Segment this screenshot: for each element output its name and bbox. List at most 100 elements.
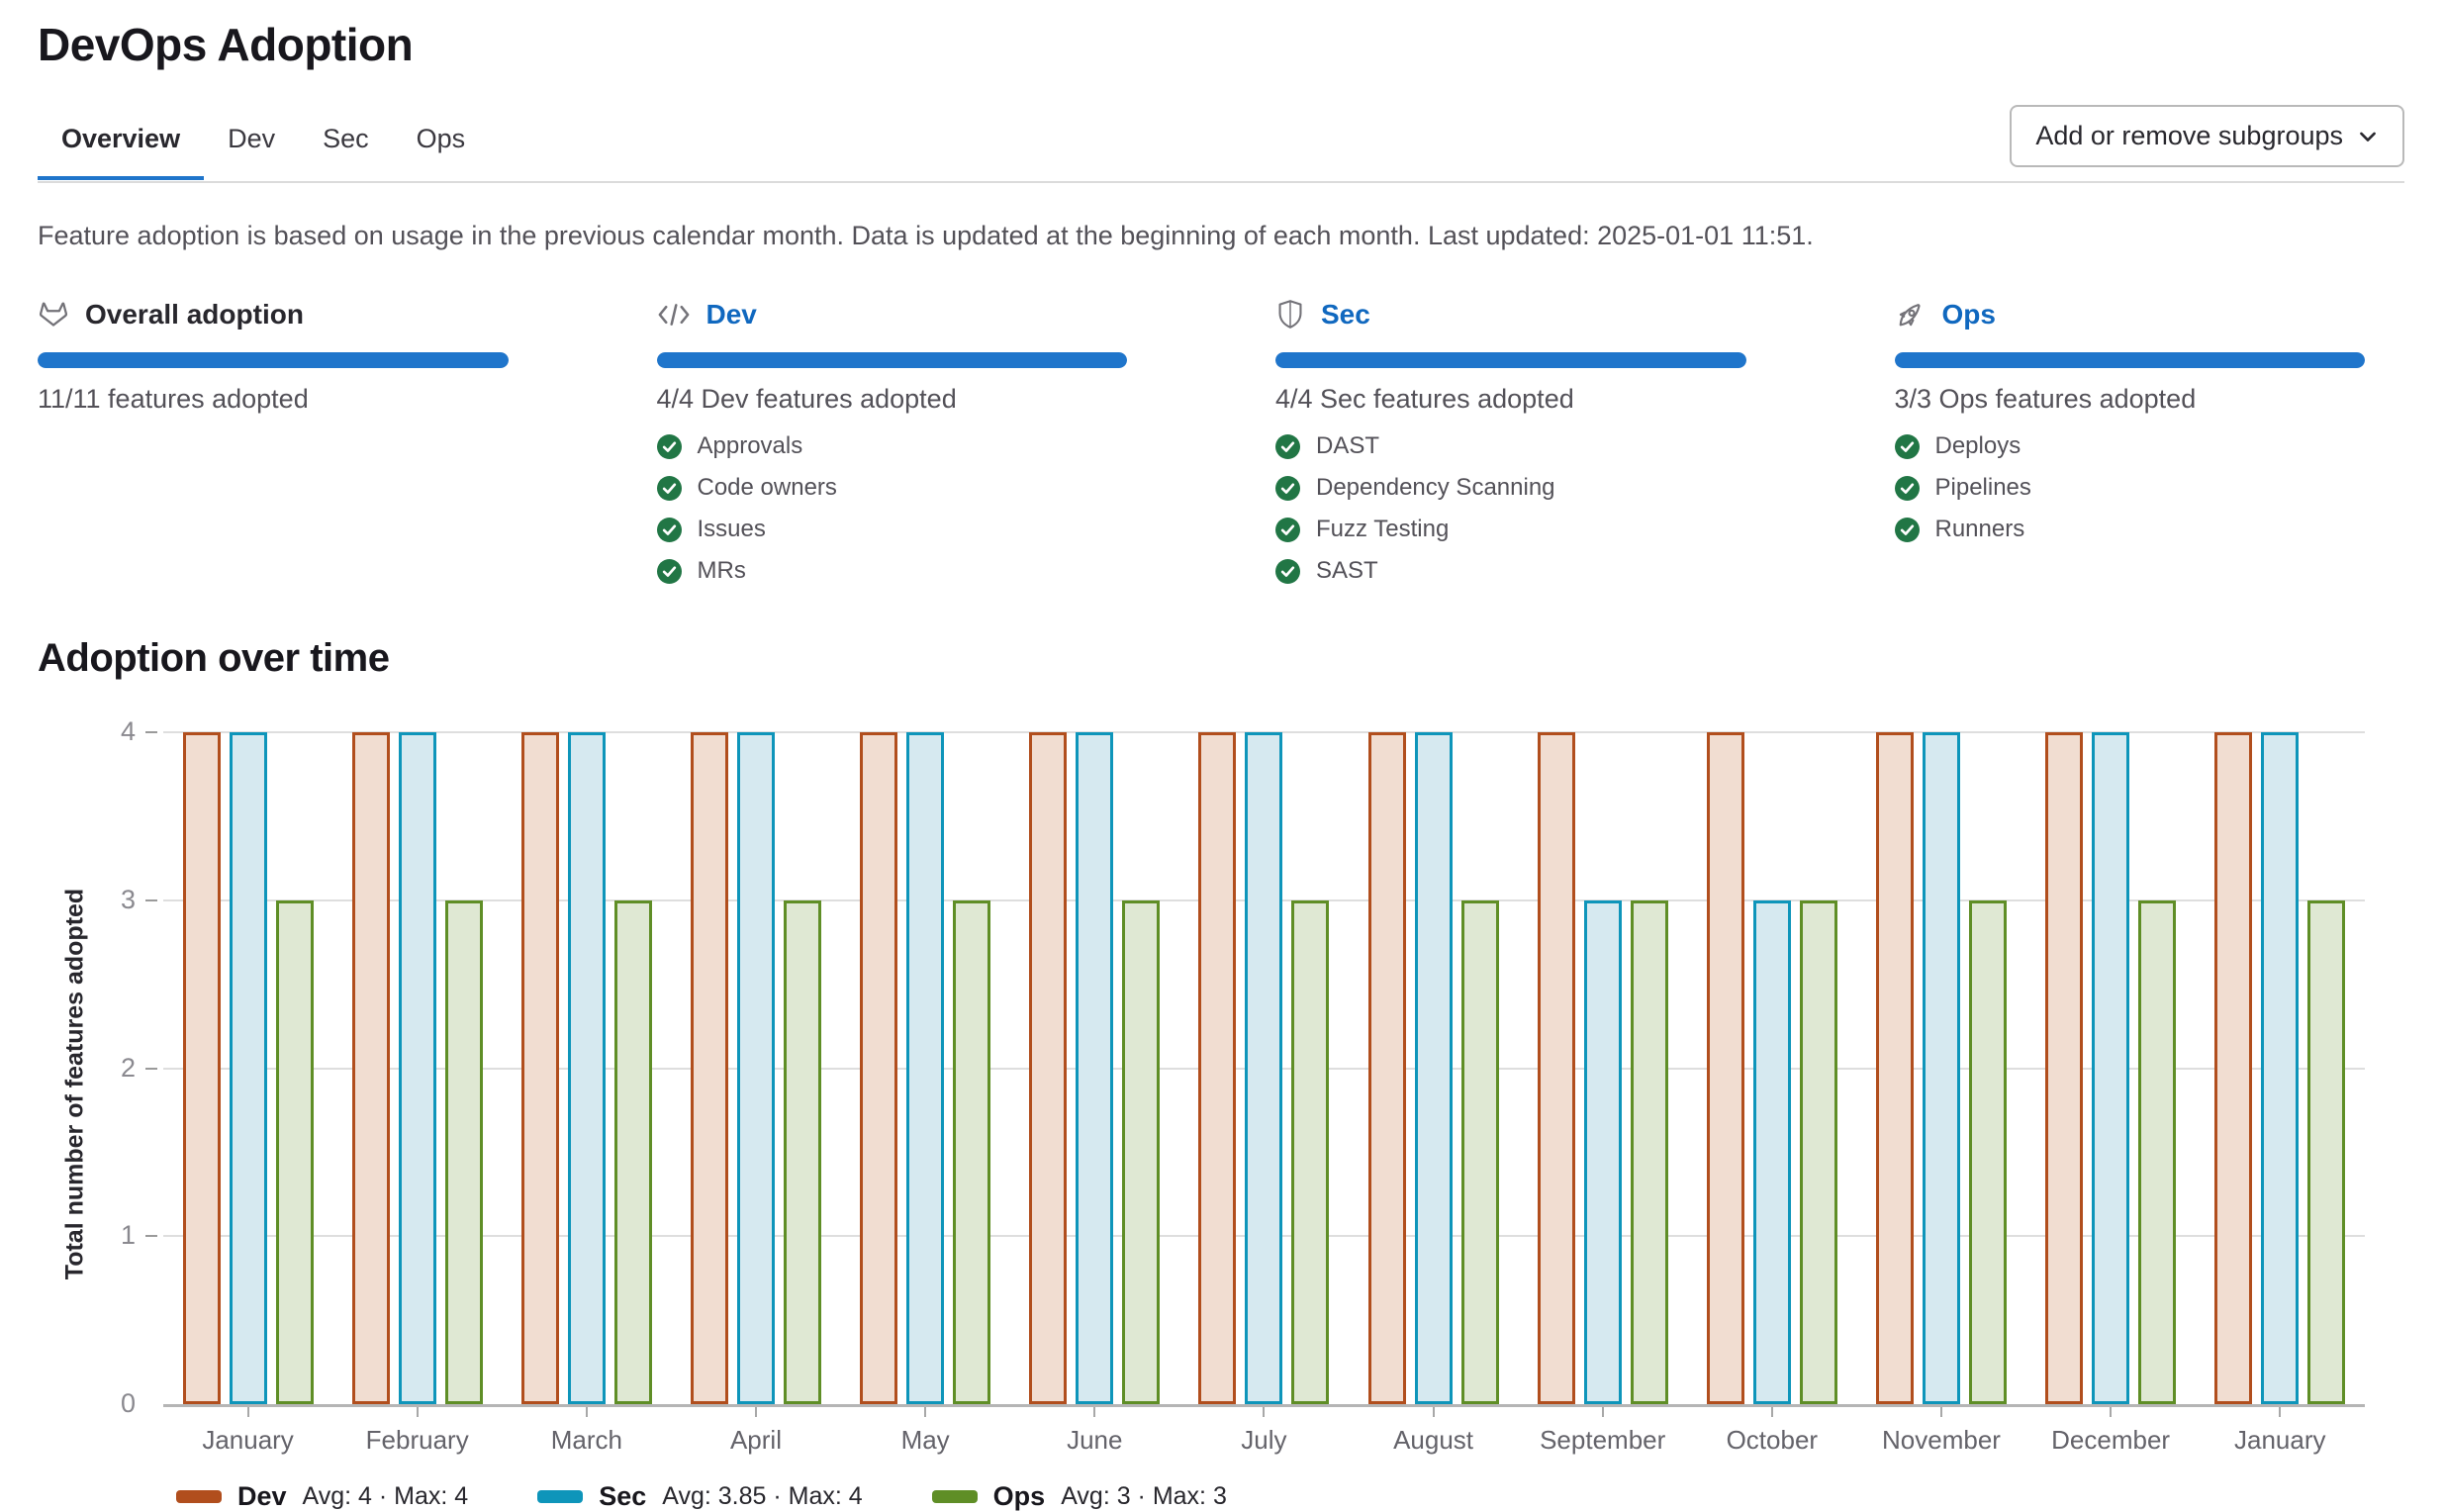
feature-label: Dependency Scanning xyxy=(1316,474,1555,501)
x-axis-label: May xyxy=(900,1425,950,1455)
bar-group-may-4 xyxy=(860,732,991,1404)
x-tick-mark xyxy=(585,1407,588,1417)
check-circle-icon xyxy=(1894,517,1920,542)
tab-ops[interactable]: Ops xyxy=(416,124,466,153)
bar-sec-october[interactable] xyxy=(1752,899,1791,1404)
feature-label: MRs xyxy=(697,557,746,584)
bar-ops-july[interactable] xyxy=(1291,899,1330,1404)
legend-item-sec[interactable]: Sec Avg: 3.85 · Max: 4 xyxy=(537,1481,863,1512)
feature-label: Runners xyxy=(1934,516,2025,542)
bar-ops-june[interactable] xyxy=(1122,899,1161,1404)
x-axis-cell: May xyxy=(841,1407,1010,1456)
tab-sec[interactable]: Sec xyxy=(323,124,369,153)
bar-ops-november[interactable] xyxy=(1968,899,2007,1404)
bar-dev-july[interactable] xyxy=(1198,732,1237,1404)
bar-ops-march[interactable] xyxy=(613,899,652,1404)
bar-dev-april[interactable] xyxy=(690,732,728,1404)
bar-sec-july[interactable] xyxy=(1245,732,1283,1404)
rocket-icon xyxy=(1895,299,1927,331)
feature-list: Approvals Code owners Issues MRs xyxy=(656,432,1128,585)
check-circle-icon xyxy=(1894,433,1920,459)
y-tick-label: 2 xyxy=(120,1052,136,1083)
bar-ops-april[interactable] xyxy=(783,899,821,1404)
bar-sec-november[interactable] xyxy=(1922,732,1960,1404)
bar-dev-january[interactable] xyxy=(2214,732,2253,1404)
card-title[interactable]: Dev xyxy=(705,299,757,330)
bar-dev-october[interactable] xyxy=(1706,732,1744,1404)
x-axis-cell: March xyxy=(502,1407,671,1456)
bar-dev-september[interactable] xyxy=(1537,732,1575,1404)
bar-dev-june[interactable] xyxy=(1029,732,1068,1404)
bar-sec-may[interactable] xyxy=(906,732,945,1404)
legend-series-stats: Avg: 4 · Max: 4 xyxy=(302,1482,469,1510)
bar-group-february-1 xyxy=(351,732,483,1404)
feature-row: Deploys xyxy=(1894,432,2366,460)
y-axis-title: Total number of features adopted xyxy=(60,888,89,1280)
bar-ops-january[interactable] xyxy=(2307,899,2346,1404)
adoption-card-overall-adoption: Overall adoption 11/11 features adopted xyxy=(38,299,509,585)
feature-row: Issues xyxy=(656,516,1128,543)
bar-ops-february[interactable] xyxy=(444,899,483,1404)
info-text: Feature adoption is based on usage in th… xyxy=(38,221,1814,250)
legend-series-name: Ops xyxy=(992,1481,1046,1511)
x-tick-mark xyxy=(1601,1407,1604,1417)
add-remove-subgroups-button[interactable]: Add or remove subgroups xyxy=(2010,105,2404,167)
bar-sec-january[interactable] xyxy=(2261,732,2300,1404)
bar-sec-december[interactable] xyxy=(2092,732,2130,1404)
x-axis-label: December xyxy=(2051,1425,2171,1455)
bar-sec-january[interactable] xyxy=(229,732,267,1404)
x-axis-cell: July xyxy=(1179,1407,1349,1456)
bar-group-march-2 xyxy=(520,732,652,1404)
tab-dev[interactable]: Dev xyxy=(228,124,276,153)
bar-sec-april[interactable] xyxy=(736,732,775,1404)
tab-bar: Overview Dev Sec Ops Add or remove subgroup… xyxy=(38,105,2404,183)
card-title: Overall adoption xyxy=(85,299,304,330)
tab-overview[interactable]: Overview xyxy=(38,108,205,180)
bar-dev-january[interactable] xyxy=(182,732,221,1404)
bar-group-december-11 xyxy=(2045,732,2177,1404)
bar-sec-august[interactable] xyxy=(1414,732,1453,1404)
x-axis-label: April xyxy=(729,1425,782,1455)
bar-ops-january[interactable] xyxy=(275,899,314,1404)
bar-group-january-12 xyxy=(2214,732,2346,1404)
bar-sec-february[interactable] xyxy=(398,732,436,1404)
feature-row: MRs xyxy=(656,557,1128,585)
bar-ops-december[interactable] xyxy=(2138,899,2177,1404)
bar-dev-may[interactable] xyxy=(860,732,898,1404)
x-axis-cell: August xyxy=(1349,1407,1518,1456)
tabs: Overview Dev Sec Ops xyxy=(38,108,489,180)
bar-dev-december[interactable] xyxy=(2045,732,2084,1404)
feature-row: SAST xyxy=(1275,557,1746,585)
x-axis-label: November xyxy=(1882,1425,2001,1455)
bar-sec-june[interactable] xyxy=(1076,732,1114,1404)
x-tick-mark xyxy=(246,1407,249,1417)
chevron-down-icon xyxy=(2357,126,2379,147)
progress-bar xyxy=(1894,352,2365,368)
bar-dev-november[interactable] xyxy=(1875,732,1914,1404)
bar-sec-september[interactable] xyxy=(1583,899,1622,1404)
legend-series-stats: Avg: 3.85 · Max: 4 xyxy=(662,1482,863,1510)
card-title[interactable]: Ops xyxy=(1941,299,1996,330)
y-tick-label: 3 xyxy=(120,884,136,914)
bar-sec-march[interactable] xyxy=(567,732,606,1404)
bar-ops-september[interactable] xyxy=(1630,899,1668,1404)
bar-ops-may[interactable] xyxy=(953,899,991,1404)
legend-item-dev[interactable]: Dev Avg: 4 · Max: 4 xyxy=(176,1481,468,1512)
legend-swatch-dev xyxy=(176,1490,222,1503)
feature-label: Deploys xyxy=(1934,432,2021,459)
legend-item-ops[interactable]: Ops Avg: 3 · Max: 3 xyxy=(931,1481,1227,1512)
adoption-card-dev: Dev 4/4 Dev features adopted Approvals Code… xyxy=(656,299,1128,585)
feature-label: Approvals xyxy=(697,432,803,459)
bar-ops-october[interactable] xyxy=(1799,899,1837,1404)
bar-dev-august[interactable] xyxy=(1367,732,1406,1404)
feature-list: Deploys Pipelines Runners xyxy=(1894,432,2366,543)
bar-dev-february[interactable] xyxy=(351,732,390,1404)
progress-bar-fill xyxy=(1275,352,1746,368)
bar-ops-august[interactable] xyxy=(1460,899,1499,1404)
card-title[interactable]: Sec xyxy=(1321,299,1370,330)
feature-label: Pipelines xyxy=(1934,474,2031,501)
bar-dev-march[interactable] xyxy=(520,732,559,1404)
card-summary: 3/3 Ops features adopted xyxy=(1894,384,2197,414)
card-header: Dev xyxy=(657,299,1128,331)
